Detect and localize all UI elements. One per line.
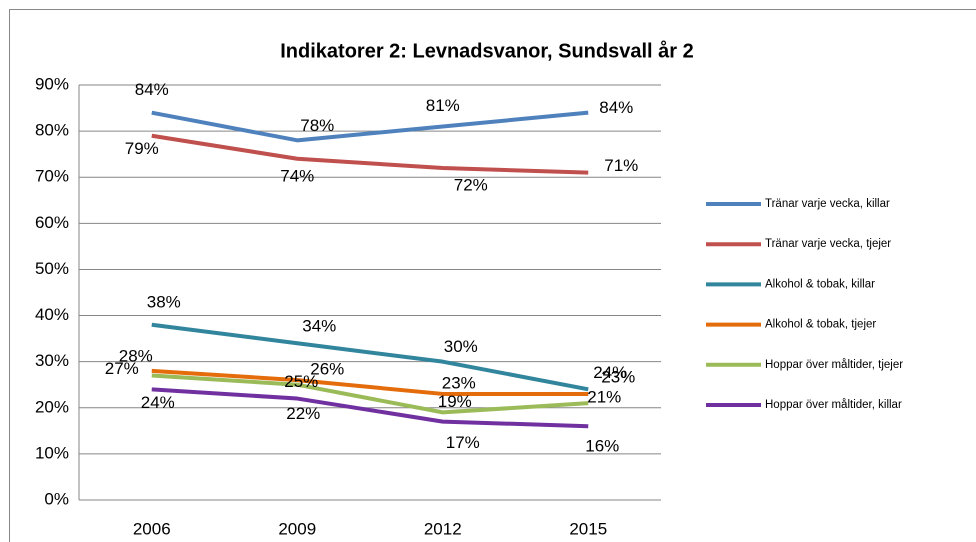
data-label: 38%	[147, 292, 181, 311]
data-label: 24%	[141, 393, 175, 412]
y-tick-label: 40%	[35, 305, 69, 324]
data-label: 28%	[119, 346, 153, 365]
y-tick-label: 0%	[44, 489, 69, 508]
x-tick-label: 2012	[424, 519, 462, 538]
data-label: 24%	[593, 363, 627, 382]
data-label: 72%	[454, 175, 488, 194]
data-label: 71%	[604, 156, 638, 175]
chart-frame	[9, 9, 976, 542]
legend-label: Tränar varje vecka, tjejer	[765, 238, 891, 250]
data-label: 19%	[438, 392, 472, 411]
data-label: 23%	[442, 373, 476, 392]
x-tick-label: 2006	[133, 519, 171, 538]
series-line	[151, 373, 589, 415]
x-tick-label: 2009	[278, 519, 316, 538]
y-tick-label: 90%	[35, 74, 69, 93]
data-label: 21%	[587, 388, 621, 407]
legend-label: Hoppar över måltider, tjejer	[765, 359, 903, 371]
data-label: 25%	[284, 372, 318, 391]
data-label: 74%	[280, 166, 314, 185]
data-label: 27%	[105, 359, 139, 378]
legend-label: Alkohol & tobak, tjejer	[765, 319, 876, 331]
y-tick-label: 20%	[35, 397, 69, 416]
chart-title: Indikatorer 2: Levnadsvanor, Sundsvall å…	[280, 39, 694, 62]
data-label: 17%	[446, 433, 480, 452]
data-label: 81%	[426, 96, 460, 115]
series-line	[151, 387, 589, 429]
data-label: 23%	[601, 367, 635, 386]
data-label: 22%	[286, 404, 320, 423]
data-label: 34%	[302, 317, 336, 336]
data-label: 84%	[135, 80, 169, 99]
legend-label: Alkohol & tobak, killar	[765, 278, 875, 290]
data-label: 78%	[300, 116, 334, 135]
y-tick-label: 10%	[35, 443, 69, 462]
y-tick-label: 70%	[35, 167, 69, 186]
legend-label: Tränar varje vecka, killar	[765, 198, 890, 210]
data-label: 84%	[599, 98, 633, 117]
series-line	[151, 368, 589, 396]
legend-label: Hoppar över måltider, killar	[765, 399, 902, 411]
x-tick-label: 2015	[569, 519, 607, 538]
data-label: 16%	[585, 437, 619, 456]
data-label: 26%	[310, 360, 344, 379]
series-line	[151, 133, 589, 175]
y-tick-label: 80%	[35, 121, 69, 140]
y-tick-label: 50%	[35, 259, 69, 278]
data-label: 30%	[444, 337, 478, 356]
series-line	[151, 110, 589, 143]
y-tick-label: 60%	[35, 213, 69, 232]
data-label: 79%	[125, 139, 159, 158]
y-tick-label: 30%	[35, 351, 69, 370]
series-line	[151, 322, 589, 392]
